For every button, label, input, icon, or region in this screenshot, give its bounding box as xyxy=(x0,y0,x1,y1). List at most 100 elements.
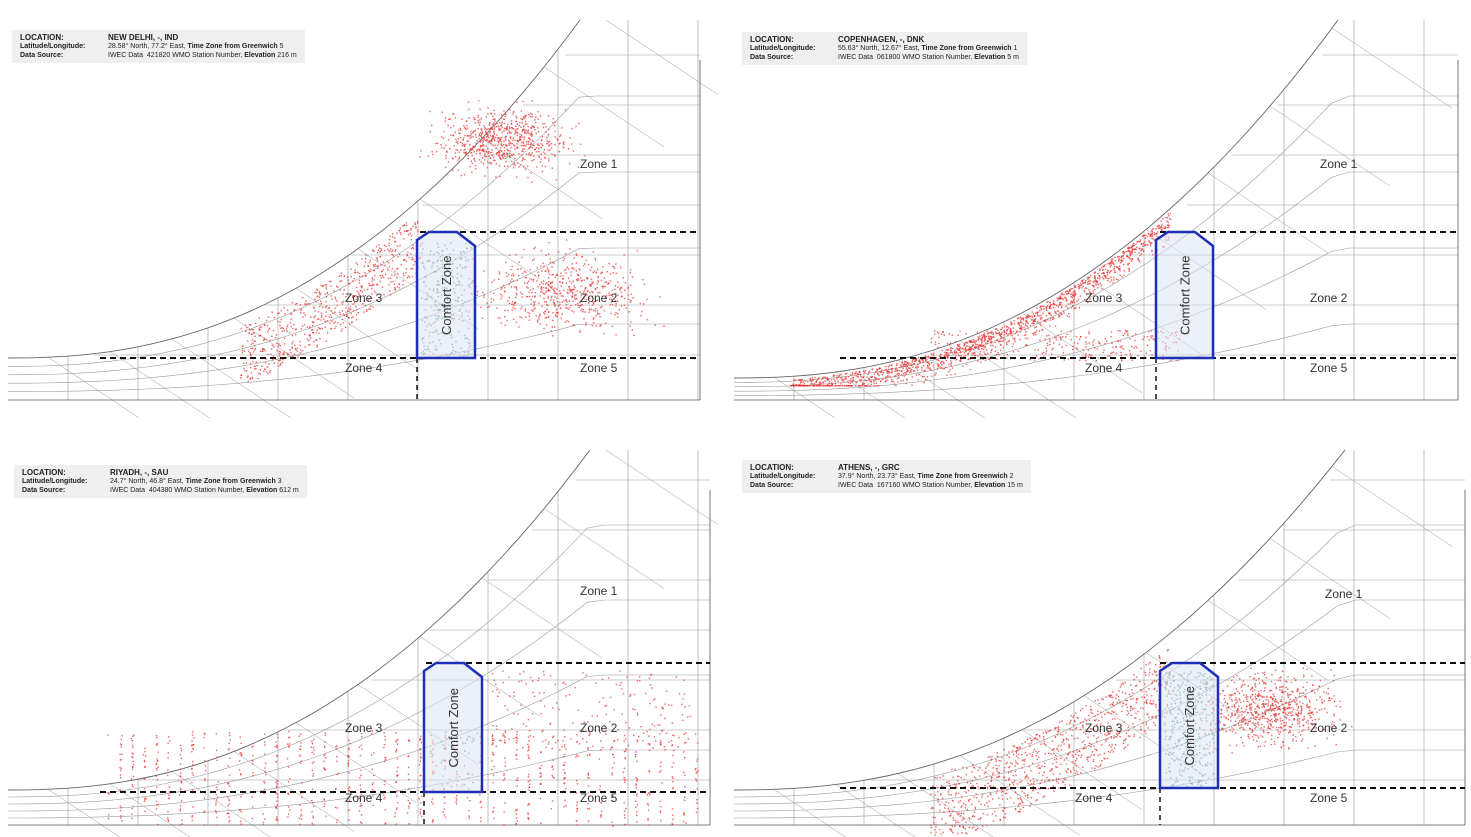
data-point xyxy=(552,312,554,314)
data-point xyxy=(919,361,921,364)
data-point xyxy=(1093,286,1095,288)
data-point xyxy=(576,801,578,803)
data-point xyxy=(450,134,452,136)
data-point xyxy=(131,813,133,815)
data-point xyxy=(501,126,503,128)
data-point xyxy=(131,756,133,758)
data-point xyxy=(447,124,449,126)
data-point xyxy=(511,127,513,129)
data-point xyxy=(306,338,309,341)
data-point xyxy=(600,306,602,309)
data-point xyxy=(890,372,892,374)
data-point xyxy=(546,267,549,269)
data-point xyxy=(1096,282,1099,284)
data-point xyxy=(625,307,628,309)
data-point xyxy=(348,772,350,774)
data-point xyxy=(359,805,361,807)
data-point xyxy=(481,317,484,319)
data-point xyxy=(916,367,918,369)
wet-bulb-line xyxy=(481,577,603,659)
data-point xyxy=(556,288,558,290)
data-point xyxy=(529,269,531,271)
data-point xyxy=(1148,240,1150,242)
data-point xyxy=(1026,317,1028,319)
data-point xyxy=(1046,305,1049,307)
data-point xyxy=(981,345,983,347)
data-point xyxy=(542,283,544,285)
data-point xyxy=(659,742,661,744)
data-point xyxy=(1099,268,1101,270)
data-point xyxy=(1120,257,1123,259)
data-point xyxy=(420,795,423,797)
data-point xyxy=(515,132,517,134)
data-point xyxy=(180,789,182,791)
data-point xyxy=(1150,335,1152,337)
data-point xyxy=(490,151,493,154)
data-point xyxy=(799,385,802,387)
data-point xyxy=(1012,330,1014,333)
data-point xyxy=(1145,357,1147,359)
data-point xyxy=(334,327,336,330)
data-point xyxy=(589,269,592,271)
data-point xyxy=(373,279,375,281)
data-point xyxy=(939,366,941,368)
data-point xyxy=(904,363,906,365)
data-point xyxy=(477,114,479,116)
data-point xyxy=(505,161,507,163)
data-point xyxy=(900,365,902,367)
data-point xyxy=(493,132,495,134)
data-point xyxy=(460,129,462,131)
data-point xyxy=(348,316,350,319)
data-point xyxy=(481,139,483,142)
data-point xyxy=(912,366,914,368)
data-point xyxy=(915,366,917,369)
data-point xyxy=(939,362,942,365)
data-point xyxy=(1105,275,1107,278)
data-point xyxy=(446,151,448,153)
data-point xyxy=(982,344,985,347)
data-point xyxy=(609,294,612,296)
data-point xyxy=(950,373,952,376)
data-point xyxy=(293,309,296,312)
data-point xyxy=(838,375,840,378)
data-point xyxy=(370,305,372,308)
data-point xyxy=(347,809,349,811)
data-point xyxy=(251,759,253,761)
data-point xyxy=(204,759,206,762)
data-point xyxy=(412,244,414,246)
data-point xyxy=(132,760,134,762)
data-point xyxy=(1000,333,1002,335)
data-point xyxy=(1140,243,1142,246)
data-point xyxy=(512,111,515,113)
data-point xyxy=(1097,287,1099,289)
data-point xyxy=(419,811,422,813)
data-point xyxy=(911,376,914,378)
data-point xyxy=(944,354,947,356)
data-point xyxy=(539,797,541,800)
data-point xyxy=(1128,257,1131,260)
data-point xyxy=(957,349,960,351)
data-point xyxy=(1100,267,1103,269)
data-point xyxy=(419,156,421,158)
data-point xyxy=(456,799,458,801)
data-point xyxy=(287,792,289,795)
data-point xyxy=(487,147,489,150)
data-point xyxy=(1085,353,1087,355)
data-point xyxy=(509,695,511,697)
data-point xyxy=(487,140,489,143)
data-point xyxy=(635,783,637,785)
data-point xyxy=(1085,356,1087,358)
data-point xyxy=(492,751,494,754)
data-point xyxy=(524,130,526,132)
data-point xyxy=(288,745,290,747)
data-point xyxy=(1110,276,1112,278)
data-point xyxy=(1121,260,1124,262)
data-point xyxy=(416,222,419,224)
data-point xyxy=(493,118,495,121)
data-point xyxy=(509,108,511,111)
data-point xyxy=(878,368,881,370)
data-point xyxy=(478,124,481,126)
data-point xyxy=(498,273,501,275)
data-point xyxy=(956,347,958,349)
data-point xyxy=(561,282,563,284)
